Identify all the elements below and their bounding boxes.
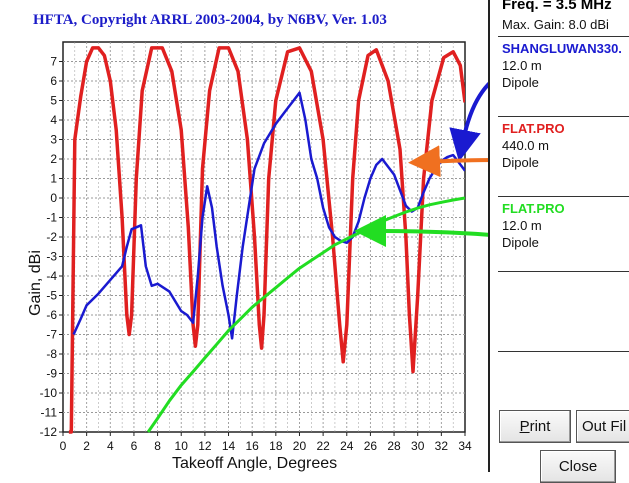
y-tick-label: -6: [46, 308, 57, 322]
x-tick-label: 34: [458, 439, 472, 453]
divider: [498, 116, 629, 117]
y-tick-label: 0: [50, 191, 57, 205]
legend-entry-flat-440[interactable]: FLAT.PRO 440.0 m Dipole: [502, 120, 565, 171]
y-tick-label: -9: [46, 367, 57, 381]
frequency-label: Freq. = 3.5 MHz: [502, 0, 612, 13]
series-line-blue: [72, 91, 465, 340]
divider: [498, 271, 629, 272]
divider: [498, 351, 629, 352]
y-tick-label: -1: [46, 211, 57, 225]
legend-entry-name: FLAT.PRO: [502, 121, 565, 136]
x-axis-label: Takeoff Angle, Degrees: [172, 455, 338, 472]
y-tick-label: 6: [50, 74, 57, 88]
x-tick-label: 14: [222, 439, 236, 453]
close-button[interactable]: Close: [540, 450, 616, 483]
legend-entry-antenna: Dipole: [502, 75, 539, 90]
x-tick-label: 10: [175, 439, 189, 453]
y-tick-label: -8: [46, 347, 57, 361]
x-tick-label: 2: [83, 439, 90, 453]
max-gain-label: Max. Gain: 8.0 dBi: [502, 17, 609, 32]
y-tick-label: 5: [50, 94, 57, 108]
y-tick-label: -7: [46, 328, 57, 342]
x-tick-label: 8: [154, 439, 161, 453]
y-tick-label: -10: [40, 386, 58, 400]
x-tick-label: 0: [60, 439, 67, 453]
x-tick-label: 12: [198, 439, 212, 453]
legend-entry-height: 440.0 m: [502, 138, 549, 153]
annotation-arrow-orange: [408, 145, 498, 178]
x-tick-label: 4: [107, 439, 114, 453]
print-rest: rint: [529, 418, 551, 435]
chart-title: HFTA, Copyright ARRL 2003-2004, by N6BV,…: [33, 12, 387, 28]
x-tick-label: 30: [411, 439, 425, 453]
legend-entry-height: 12.0 m: [502, 58, 542, 73]
divider: [498, 36, 629, 37]
y-tick-label: 4: [50, 113, 57, 127]
legend-entry-flat-12[interactable]: FLAT.PRO 12.0 m Dipole: [502, 200, 565, 251]
legend-entry-name: FLAT.PRO: [502, 201, 565, 216]
series-line-green: [146, 196, 465, 433]
legend-entry-antenna: Dipole: [502, 235, 539, 250]
x-tick-label: 16: [245, 439, 259, 453]
y-tick-label: -2: [46, 230, 57, 244]
y-tick-label: 7: [50, 55, 57, 69]
y-tick-label: 2: [50, 152, 57, 166]
y-tick-label: -3: [46, 250, 57, 264]
divider: [498, 196, 629, 197]
y-tick-label: 3: [50, 133, 57, 147]
y-axis-label: Gain, dBi: [26, 250, 44, 316]
out-file-button[interactable]: Out Fil: [576, 410, 629, 443]
legend-entry-shangluwan[interactable]: SHANGLUWAN330. 12.0 m Dipole: [502, 40, 622, 91]
legend-panel: Freq. = 3.5 MHz Max. Gain: 8.0 dBi SHANG…: [488, 0, 629, 483]
x-tick-label: 22: [316, 439, 330, 453]
y-tick-label: 1: [50, 172, 57, 186]
y-tick-label: -11: [41, 406, 58, 420]
x-tick-label: 26: [364, 439, 378, 453]
y-tick-label: -12: [40, 425, 58, 439]
legend-entry-antenna: Dipole: [502, 155, 539, 170]
x-tick-label: 18: [269, 439, 283, 453]
x-tick-label: 32: [435, 439, 449, 453]
x-tick-label: 20: [293, 439, 307, 453]
legend-entry-height: 12.0 m: [502, 218, 542, 233]
x-tick-label: 6: [131, 439, 138, 453]
y-tick-label: -5: [46, 289, 57, 303]
annotation-arrow-green: [354, 215, 504, 248]
x-tick-label: 28: [387, 439, 401, 453]
y-tick-label: -4: [46, 269, 57, 283]
legend-entry-name: SHANGLUWAN330.: [502, 41, 622, 56]
print-accel: P: [519, 418, 530, 435]
x-tick-label: 24: [340, 439, 354, 453]
chart-area: HFTA, Copyright ARRL 2003-2004, by N6BV,…: [26, 12, 504, 472]
